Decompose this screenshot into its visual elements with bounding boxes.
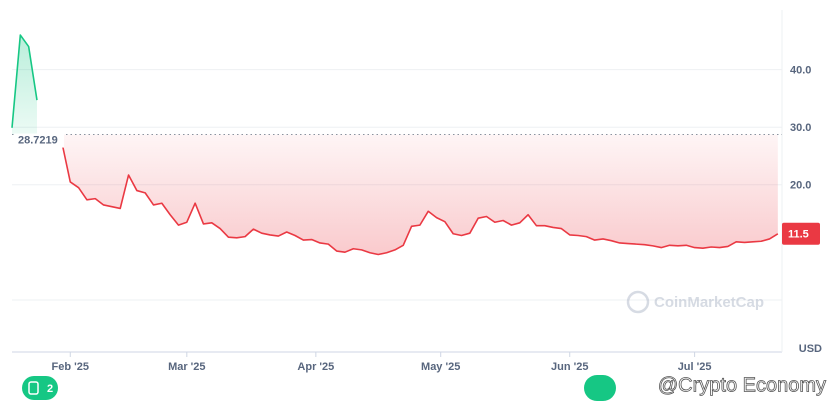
x-tick-label: Jun '25 [551, 361, 588, 373]
x-tick-label: Feb '25 [52, 361, 89, 373]
baseline-label: 28.7219 [18, 134, 58, 146]
x-tick-label: May '25 [421, 361, 460, 373]
area [61, 134, 778, 255]
x-tick-label: Apr '25 [297, 361, 334, 373]
news-icon[interactable] [28, 381, 39, 395]
news-count[interactable]: 2 [47, 383, 53, 395]
credit-text: @Crypto Economy [658, 374, 826, 396]
current-price-label: 11.5 [788, 229, 809, 241]
baseline-label-bg [14, 133, 64, 148]
price-line [11, 34, 779, 256]
watermark: CoinMarketCap [626, 290, 764, 314]
y-tick-label: 30.0 [790, 122, 811, 134]
current-price-badge [782, 222, 820, 245]
credit: @Crypto Economy [584, 374, 826, 401]
watermark-logo [626, 290, 650, 314]
news-badge[interactable]: 2 [22, 376, 58, 400]
x-tick-label: Jul '25 [678, 361, 712, 373]
unit-label: USD [799, 343, 822, 355]
y-tick-label: 20.0 [790, 180, 811, 192]
x-tick-label: Mar '25 [168, 361, 205, 373]
credit-logo-bg [584, 375, 616, 401]
y-tick-label: 40.0 [790, 65, 811, 77]
watermark-text: CoinMarketCap [654, 294, 764, 311]
